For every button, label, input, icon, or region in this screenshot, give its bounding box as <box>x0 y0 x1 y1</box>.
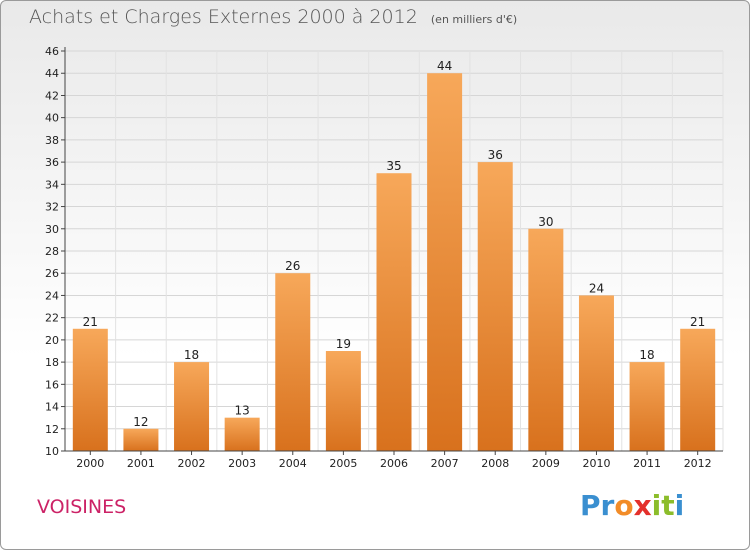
bar <box>578 295 614 451</box>
y-tick-label: 18 <box>45 356 59 369</box>
place-name: VOISINES <box>37 496 127 518</box>
bar <box>427 73 463 451</box>
y-tick-label: 40 <box>45 112 59 125</box>
bar-value-label: 30 <box>538 215 553 229</box>
x-tick-label: 2002 <box>178 457 206 470</box>
bar <box>72 328 108 451</box>
bar <box>275 273 311 451</box>
bar-value-label: 35 <box>386 159 401 173</box>
y-tick-label: 16 <box>45 378 59 391</box>
y-tick-label: 30 <box>45 223 59 236</box>
chart-title-text: Achats et Charges Externes 2000 à 2012 <box>29 6 418 28</box>
bar <box>376 173 412 451</box>
logo-letter: t <box>661 489 675 522</box>
x-tick-label: 2008 <box>481 457 509 470</box>
bar-value-label: 13 <box>235 404 250 418</box>
bar-value-label: 21 <box>690 315 705 329</box>
y-tick-label: 20 <box>45 334 59 347</box>
bar-value-label: 26 <box>285 259 300 273</box>
bar <box>325 351 361 451</box>
bar <box>123 428 159 451</box>
bars: 21 12 18 13 26 19 35 44 36 30 24 18 21 <box>72 59 716 451</box>
y-tick-label: 10 <box>45 445 59 458</box>
y-tick-label: 28 <box>45 245 59 258</box>
logo-letter: o <box>614 489 634 522</box>
y-tick-label: 42 <box>45 89 59 102</box>
bar <box>629 362 665 451</box>
bar-value-label: 18 <box>184 348 199 362</box>
x-tick-label: 2011 <box>633 457 661 470</box>
bar <box>224 417 260 451</box>
axes: 10 12 14 16 18 20 22 24 26 28 30 32 34 36 38 40 42 44 46 20… <box>45 45 723 470</box>
chart-title: Achats et Charges Externes 2000 à 2012 (… <box>29 6 517 28</box>
y-tick-label: 38 <box>45 134 59 147</box>
y-tick-label: 34 <box>45 178 59 191</box>
bar <box>477 162 513 451</box>
logo-letter: x <box>633 489 652 522</box>
y-tick-label: 36 <box>45 156 59 169</box>
bar-value-label: 19 <box>336 337 351 351</box>
y-tick-label: 32 <box>45 201 59 214</box>
y-tick-label: 24 <box>45 289 59 302</box>
y-tick-label: 12 <box>45 423 59 436</box>
bar <box>680 328 716 451</box>
bar <box>174 362 210 451</box>
bar-value-label: 18 <box>639 348 654 362</box>
x-tick-label: 2007 <box>431 457 459 470</box>
bar-value-label: 36 <box>488 148 503 162</box>
logo-letter: i <box>651 489 662 522</box>
logo-letter: P <box>580 489 601 522</box>
x-tick-label: 2009 <box>532 457 560 470</box>
x-tick-label: 2001 <box>127 457 155 470</box>
x-tick-label: 2003 <box>228 457 256 470</box>
x-tick-label: 2006 <box>380 457 408 470</box>
chart-unit: (en milliers d'€) <box>430 13 518 26</box>
bar-value-label: 44 <box>437 59 452 73</box>
bar-value-label: 12 <box>133 415 148 429</box>
bar <box>528 228 564 451</box>
bar-value-label: 24 <box>589 281 604 295</box>
y-tick-label: 46 <box>45 45 59 58</box>
x-tick-label: 2010 <box>582 457 610 470</box>
proxiti-logo: Proxiti <box>580 489 684 522</box>
x-tick-label: 2004 <box>279 457 307 470</box>
logo-letter: r <box>600 489 615 522</box>
x-tick-label: 2012 <box>684 457 712 470</box>
x-tick-label: 2005 <box>329 457 357 470</box>
bar-value-label: 21 <box>83 315 98 329</box>
x-tick-label: 2000 <box>76 457 104 470</box>
y-tick-label: 14 <box>45 401 59 414</box>
y-tick-label: 44 <box>45 67 59 80</box>
logo-letter: i <box>674 489 685 522</box>
y-tick-label: 26 <box>45 267 59 280</box>
y-tick-label: 22 <box>45 312 59 325</box>
